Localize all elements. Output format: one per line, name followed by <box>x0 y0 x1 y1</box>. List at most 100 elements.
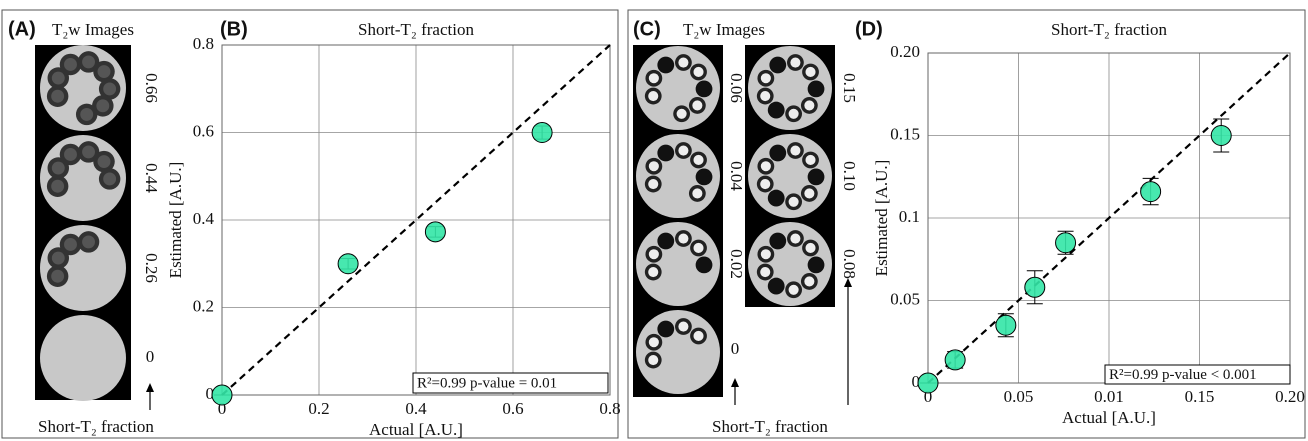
x-tick-label: 0.2 <box>308 399 329 418</box>
figure: (A)T₂w Images0.660.440.260Short-T₂ fract… <box>0 0 1308 441</box>
data-point <box>945 350 965 370</box>
y-tick-label: 0.8 <box>193 34 214 53</box>
caption: Short-T₂ fraction <box>712 417 828 436</box>
arrowhead <box>844 278 852 287</box>
fraction-label: 0.02 <box>727 249 746 279</box>
fraction-label: 0 <box>146 347 155 366</box>
y-tick-label: 0.05 <box>890 289 920 308</box>
data-point <box>1056 233 1076 253</box>
fraction-label: 0.10 <box>840 161 859 191</box>
y-axis-label: Estimated [A.U.] <box>166 162 185 279</box>
panel-label: (D) <box>855 18 883 40</box>
fraction-label: 0.44 <box>142 163 161 193</box>
data-point <box>996 315 1016 335</box>
x-tick-label: 0.4 <box>405 399 427 418</box>
vial <box>696 257 713 274</box>
vial-core <box>51 90 64 103</box>
vial <box>696 169 713 186</box>
image-title: T₂w Images <box>683 20 765 39</box>
data-point <box>212 385 232 405</box>
vial-core <box>693 155 703 165</box>
data-point <box>338 254 358 274</box>
vial-core <box>678 145 688 155</box>
arrowhead <box>146 383 154 392</box>
x-tick-label: 0.15 <box>1185 387 1215 406</box>
vial <box>808 81 825 98</box>
vial-core <box>64 148 77 161</box>
fraction-label: 0.08 <box>840 249 859 279</box>
vial <box>808 169 825 186</box>
vial <box>808 257 825 274</box>
y-tick-label: 0.15 <box>890 124 920 143</box>
vial-core <box>80 108 93 121</box>
vial-core <box>82 55 95 68</box>
vial-core <box>678 57 688 67</box>
vial-core <box>52 162 65 175</box>
vial-core <box>82 145 95 158</box>
vial-core <box>64 238 77 251</box>
vial-core <box>789 109 799 119</box>
chart-title: Short-T₂ fraction <box>1051 20 1167 39</box>
panel-label: (A) <box>8 18 36 40</box>
vial <box>769 57 786 74</box>
vial-core <box>761 249 771 259</box>
vial <box>657 321 674 338</box>
vial-core <box>103 82 116 95</box>
vial-core <box>648 267 658 277</box>
y-tick-label: 0.6 <box>193 121 214 140</box>
vial-core <box>790 145 800 155</box>
vial-core <box>649 161 659 171</box>
data-point <box>1141 182 1161 202</box>
image-title: T₂w Images <box>52 20 134 39</box>
x-axis-label: Actual [A.U.] <box>1062 408 1156 427</box>
arrowhead <box>731 378 739 387</box>
fraction-label: 0.15 <box>840 73 859 103</box>
x-tick-label: 0.01 <box>1094 387 1124 406</box>
vial-core <box>51 270 64 283</box>
vial-core <box>52 252 65 265</box>
vial-core <box>678 321 688 331</box>
x-tick-label: 0.05 <box>1004 387 1034 406</box>
vial-core <box>52 72 65 85</box>
vial-core <box>648 179 658 189</box>
fraction-label: 0.06 <box>727 73 746 103</box>
vial-core <box>789 197 799 207</box>
vial-core <box>103 172 116 185</box>
vial <box>657 233 674 250</box>
vial-core <box>790 57 800 67</box>
vial-core <box>760 179 770 189</box>
annotation: R²=0.99 p-value = 0.01 <box>417 375 557 391</box>
panel-label: (C) <box>633 18 661 40</box>
vial-core <box>692 188 702 198</box>
data-point <box>425 222 445 242</box>
vial-core <box>64 58 77 71</box>
data-point <box>918 373 938 393</box>
y-tick-label: 0.2 <box>193 296 214 315</box>
vial-core <box>804 100 814 110</box>
vial-core <box>761 73 771 83</box>
vial-core <box>760 91 770 101</box>
vial <box>768 102 785 119</box>
vial-core <box>789 285 799 295</box>
caption: Short-T₂ fraction <box>38 417 154 436</box>
vial <box>768 278 785 295</box>
vial-core <box>98 65 111 78</box>
vial <box>696 81 713 98</box>
fraction-label: 0 <box>731 339 740 358</box>
vial-core <box>693 331 703 341</box>
vial-core <box>804 188 814 198</box>
vial-core <box>805 155 815 165</box>
vial-core <box>648 91 658 101</box>
fraction-label: 0.04 <box>727 161 746 191</box>
vial-core <box>693 67 703 77</box>
x-tick-label: 0.6 <box>502 399 523 418</box>
x-tick-label: 0.8 <box>599 399 620 418</box>
y-tick-label: 0.4 <box>193 209 215 228</box>
vial-core <box>649 337 659 347</box>
vial <box>769 233 786 250</box>
annotation: R²=0.99 p-value < 0.001 <box>1109 367 1257 383</box>
data-point <box>532 123 552 143</box>
phantom <box>40 315 126 401</box>
vial-core <box>98 155 111 168</box>
chart-title: Short-T₂ fraction <box>358 20 474 39</box>
